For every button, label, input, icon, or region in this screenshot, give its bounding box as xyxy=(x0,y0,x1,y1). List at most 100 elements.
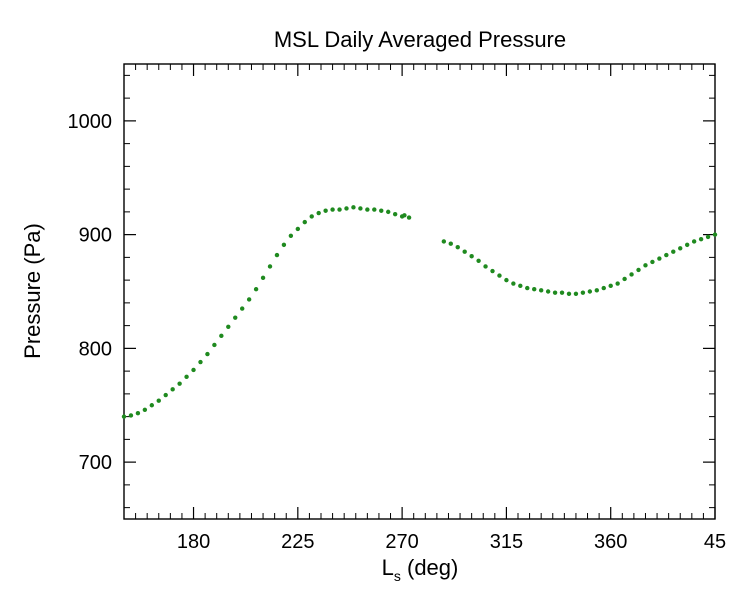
data-point xyxy=(260,275,266,281)
data-point xyxy=(538,288,544,293)
plot-frame xyxy=(123,63,716,520)
y-tick-label: 800 xyxy=(79,338,112,360)
data-point xyxy=(149,403,155,408)
data-point xyxy=(184,374,189,380)
data-point xyxy=(170,387,175,392)
data-point xyxy=(622,276,627,282)
data-point xyxy=(392,211,398,217)
data-point xyxy=(462,249,467,254)
data-point xyxy=(344,206,349,211)
x-tick-label: 270 xyxy=(385,531,418,553)
data-point xyxy=(309,214,314,219)
data-point xyxy=(671,249,676,254)
data-point xyxy=(705,234,711,240)
y-tick-label: 900 xyxy=(79,225,112,247)
y-tick-label: 700 xyxy=(79,452,112,474)
data-point xyxy=(198,359,203,365)
data-point xyxy=(532,287,537,292)
data-point xyxy=(455,244,460,250)
data-point xyxy=(504,277,509,283)
x-axis-label-unit: (deg) xyxy=(401,555,458,580)
data-point xyxy=(205,351,210,357)
data-point xyxy=(219,333,224,339)
data-point xyxy=(379,208,384,213)
x-tick-label: 315 xyxy=(490,531,523,553)
data-point xyxy=(615,281,620,286)
data-point xyxy=(212,342,217,348)
data-point xyxy=(233,315,238,320)
data-point xyxy=(406,215,412,220)
data-point xyxy=(636,267,641,273)
chart-title: MSL Daily Averaged Pressure xyxy=(274,27,566,52)
data-point xyxy=(650,259,655,265)
data-point xyxy=(511,281,516,286)
data-point xyxy=(698,236,704,242)
data-point xyxy=(678,246,683,251)
data-point xyxy=(177,381,182,386)
data-point xyxy=(566,291,572,296)
data-point xyxy=(191,367,196,373)
data-point xyxy=(545,289,551,294)
data-point xyxy=(267,264,273,269)
data-point xyxy=(288,233,294,238)
data-point xyxy=(240,306,245,311)
data-point xyxy=(128,413,134,418)
data-point xyxy=(490,268,495,274)
data-point xyxy=(552,290,558,295)
data-point xyxy=(337,207,342,212)
data-point xyxy=(365,207,370,212)
data-point xyxy=(476,258,481,263)
data-point xyxy=(483,264,488,269)
data-point xyxy=(601,285,606,291)
data-point xyxy=(372,207,377,212)
x-tick-label: 360 xyxy=(594,531,627,553)
data-point xyxy=(559,290,565,295)
data-point xyxy=(448,241,453,246)
data-point xyxy=(142,407,148,412)
data-point xyxy=(573,291,579,296)
x-axis-label-main: L xyxy=(382,555,394,580)
x-axis-label: Ls (deg) xyxy=(382,555,459,584)
data-point xyxy=(587,289,593,294)
data-point xyxy=(643,263,648,268)
data-point xyxy=(226,324,231,329)
data-point xyxy=(386,209,391,215)
data-point xyxy=(163,392,168,398)
data-point xyxy=(712,232,718,237)
data-point xyxy=(525,285,530,291)
data-point xyxy=(253,287,259,292)
data-point xyxy=(629,272,634,277)
data-point xyxy=(691,239,697,244)
data-point xyxy=(323,208,328,213)
data-point xyxy=(156,398,161,403)
data-point xyxy=(316,210,321,216)
x-axis-label-subscript: s xyxy=(394,568,401,584)
data-point xyxy=(608,283,613,289)
y-tick-label: 1000 xyxy=(68,111,113,133)
data-point xyxy=(135,411,141,416)
data-point xyxy=(469,254,474,259)
data-point xyxy=(657,256,662,261)
data-point xyxy=(684,242,690,248)
data-point xyxy=(295,226,301,232)
y-axis-label: Pressure (Pa) xyxy=(20,223,45,359)
data-point xyxy=(330,207,335,212)
data-point xyxy=(246,297,252,302)
data-point xyxy=(302,219,307,225)
x-tick-label: 45 xyxy=(704,531,726,553)
x-tick-label: 225 xyxy=(281,531,314,553)
data-point xyxy=(274,252,280,258)
data-points xyxy=(121,205,718,419)
data-point xyxy=(281,242,287,248)
tick-labels: 180 225 270 315 360 45 700 800 900 1000 xyxy=(68,111,727,553)
data-point xyxy=(518,283,523,289)
data-point xyxy=(664,252,669,258)
data-point xyxy=(594,288,599,293)
tick-marks xyxy=(123,64,716,519)
data-point xyxy=(358,206,363,211)
data-point xyxy=(580,290,586,295)
data-point xyxy=(121,414,127,419)
data-point xyxy=(441,239,447,244)
data-point xyxy=(497,273,502,278)
